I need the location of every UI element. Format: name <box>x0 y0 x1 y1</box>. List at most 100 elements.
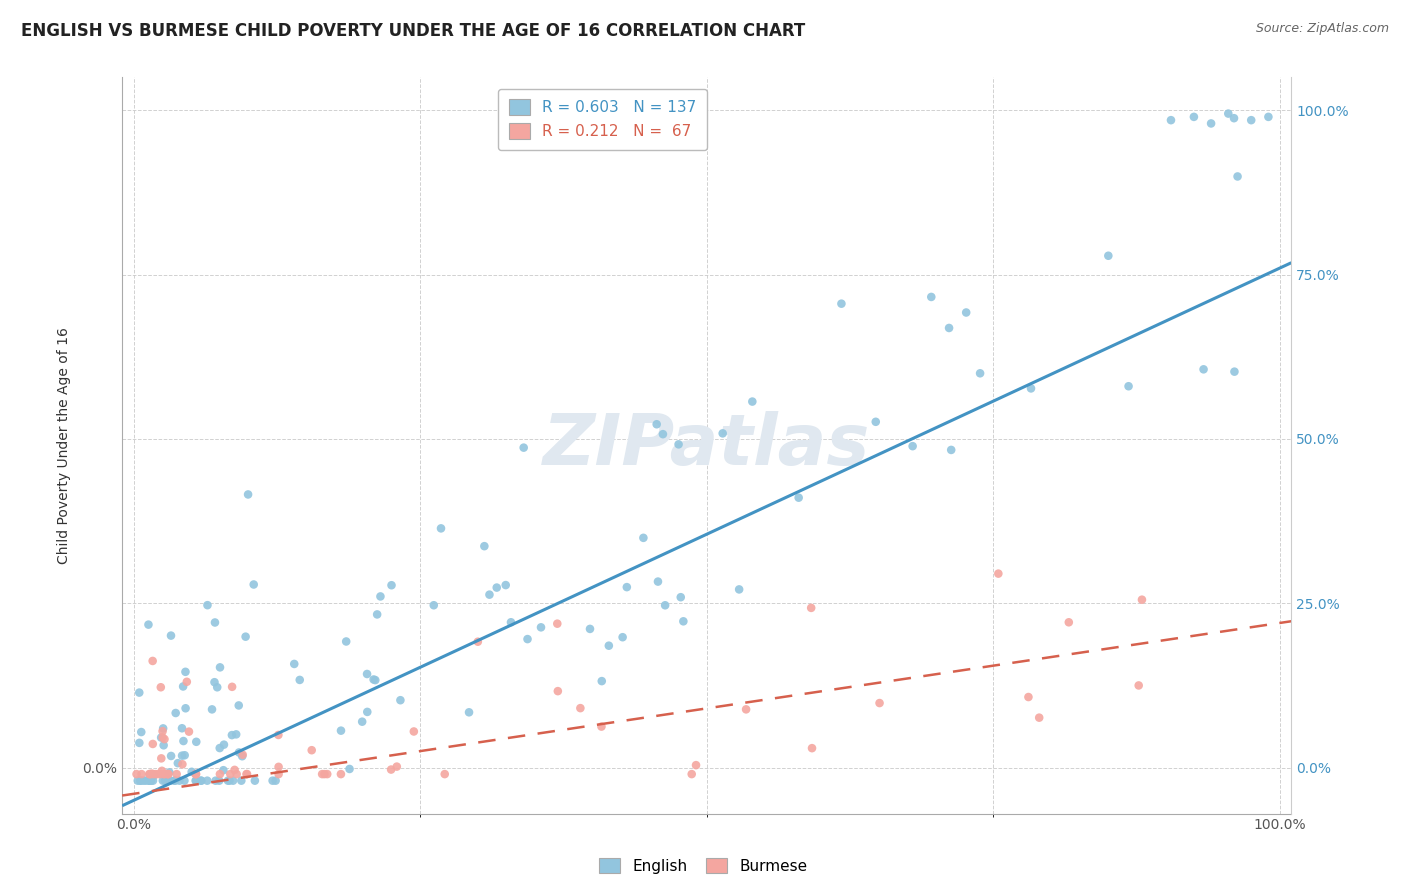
Point <box>1218 106 1240 120</box>
Point <box>869 696 891 710</box>
Point <box>1182 110 1205 124</box>
Point <box>329 767 352 781</box>
Point <box>1028 711 1050 725</box>
Point <box>139 773 162 788</box>
Point <box>150 764 173 778</box>
Point <box>647 574 669 589</box>
Point <box>145 767 167 781</box>
Point <box>142 654 165 668</box>
Point <box>156 773 179 788</box>
Point <box>569 701 592 715</box>
Point <box>314 767 336 781</box>
Point <box>184 767 207 781</box>
Point <box>512 441 534 455</box>
Point <box>195 773 218 788</box>
Point <box>546 616 568 631</box>
Point <box>264 773 287 788</box>
Point <box>127 773 149 788</box>
Point <box>485 581 508 595</box>
Point <box>225 727 247 741</box>
Point <box>311 767 333 781</box>
Point <box>132 773 155 788</box>
Point <box>231 773 253 788</box>
Point <box>129 773 152 788</box>
Point <box>301 743 323 757</box>
Point <box>142 767 165 781</box>
Point <box>516 632 538 646</box>
Point <box>172 680 194 694</box>
Point <box>160 749 183 764</box>
Point <box>170 721 193 735</box>
Point <box>222 773 245 788</box>
Point <box>801 741 824 756</box>
Point <box>356 705 378 719</box>
Point <box>153 732 176 747</box>
Point <box>150 767 173 781</box>
Point <box>166 767 188 781</box>
Point <box>633 531 655 545</box>
Point <box>235 767 257 781</box>
Point <box>669 591 692 605</box>
Point <box>685 758 707 772</box>
Point <box>201 702 224 716</box>
Point <box>157 767 180 781</box>
Point <box>955 305 977 319</box>
Point <box>236 487 259 501</box>
Point <box>157 773 180 788</box>
Point <box>267 728 290 742</box>
Point <box>1240 113 1263 128</box>
Point <box>219 767 242 781</box>
Point <box>598 639 620 653</box>
Point <box>165 773 187 788</box>
Point <box>204 773 226 788</box>
Point <box>236 767 259 781</box>
Point <box>547 684 569 698</box>
Legend: English, Burmese: English, Burmese <box>592 852 814 880</box>
Point <box>1130 592 1153 607</box>
Point <box>370 590 392 604</box>
Text: ZIPatlas: ZIPatlas <box>543 411 870 480</box>
Point <box>142 768 165 782</box>
Point <box>157 765 180 780</box>
Point <box>591 720 613 734</box>
Point <box>430 521 453 535</box>
Point <box>423 599 446 613</box>
Point <box>204 675 226 690</box>
Point <box>865 415 887 429</box>
Point <box>1223 365 1246 379</box>
Point <box>153 767 176 781</box>
Point <box>1097 249 1119 263</box>
Text: ENGLISH VS BURMESE CHILD POVERTY UNDER THE AGE OF 16 CORRELATION CHART: ENGLISH VS BURMESE CHILD POVERTY UNDER T… <box>21 22 806 40</box>
Point <box>146 767 169 781</box>
Point <box>458 706 481 720</box>
Point <box>901 439 924 453</box>
Point <box>499 615 522 630</box>
Point <box>668 437 690 451</box>
Point <box>152 722 174 736</box>
Point <box>153 773 176 788</box>
Point <box>380 763 402 777</box>
Point <box>366 607 388 622</box>
Point <box>170 748 193 763</box>
Point <box>174 665 197 679</box>
Point <box>184 773 207 788</box>
Point <box>160 629 183 643</box>
Point <box>125 767 148 781</box>
Point <box>184 767 207 781</box>
Point <box>224 763 246 777</box>
Point <box>530 620 553 634</box>
Point <box>152 731 174 745</box>
Legend: R = 0.603   N = 137, R = 0.212   N =  67: R = 0.603 N = 137, R = 0.212 N = 67 <box>498 89 707 150</box>
Point <box>142 737 165 751</box>
Point <box>654 599 676 613</box>
Point <box>149 680 172 694</box>
Point <box>138 617 160 632</box>
Point <box>612 630 634 644</box>
Point <box>787 491 810 505</box>
Point <box>228 746 250 760</box>
Point <box>177 724 200 739</box>
Point <box>651 427 673 442</box>
Point <box>129 773 152 788</box>
Point <box>165 706 187 720</box>
Point <box>1128 678 1150 692</box>
